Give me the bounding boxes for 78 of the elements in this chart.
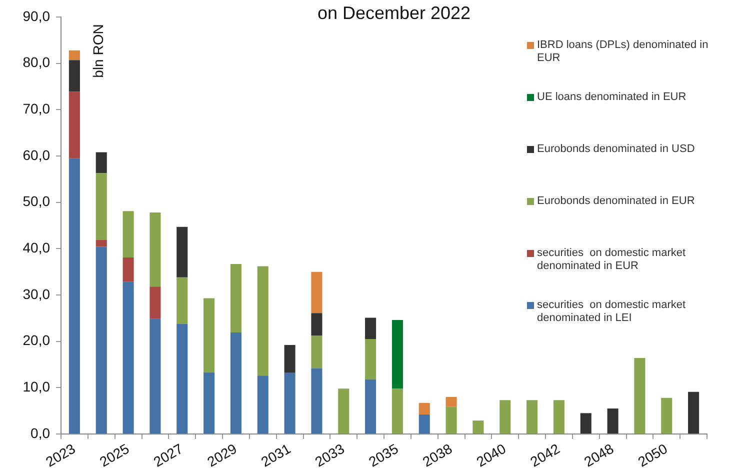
bar bbox=[176, 226, 188, 278]
bar bbox=[257, 376, 268, 434]
bar bbox=[688, 392, 700, 434]
bar bbox=[365, 318, 376, 340]
bar bbox=[204, 298, 215, 372]
legend-label: IBRD loans (DPLs) denominated in EUR bbox=[537, 39, 710, 66]
bar bbox=[634, 358, 646, 434]
bar bbox=[500, 400, 511, 434]
bar bbox=[311, 313, 322, 336]
y-tick-label: 50,0 bbox=[22, 193, 50, 210]
bar bbox=[338, 388, 350, 434]
chart-title: on December 2022 bbox=[317, 2, 471, 23]
bar bbox=[661, 398, 672, 434]
bar bbox=[472, 420, 484, 434]
bar bbox=[284, 372, 296, 434]
bar bbox=[150, 286, 161, 319]
bar bbox=[176, 324, 188, 434]
y-tick-label: 60,0 bbox=[22, 146, 50, 163]
x-tick-label: 2023 bbox=[42, 440, 78, 470]
bar bbox=[68, 92, 80, 158]
bar bbox=[257, 266, 268, 376]
bar bbox=[68, 50, 80, 60]
x-tick-label: 2029 bbox=[204, 440, 240, 470]
bar bbox=[150, 318, 161, 434]
bar bbox=[150, 212, 161, 287]
bar bbox=[230, 332, 242, 434]
bar bbox=[392, 320, 403, 389]
legend-label: UE loans denominated in EUR bbox=[537, 91, 688, 104]
bar bbox=[96, 152, 107, 174]
bar bbox=[122, 282, 134, 434]
y-tick-label: 80,0 bbox=[22, 54, 50, 70]
bar bbox=[418, 402, 430, 415]
y-tick-label: 90,0 bbox=[22, 8, 50, 24]
x-tick-label: 2038 bbox=[420, 440, 455, 470]
bar bbox=[230, 264, 242, 333]
bar bbox=[68, 158, 80, 434]
bar bbox=[418, 414, 430, 434]
legend-label: securities on domestic market denominated in EUR bbox=[537, 247, 687, 274]
bar bbox=[392, 388, 403, 434]
bar bbox=[311, 336, 322, 368]
y-tick-label: 0,0 bbox=[30, 424, 50, 441]
bar bbox=[96, 173, 107, 240]
bar bbox=[607, 408, 618, 434]
bar bbox=[526, 400, 538, 434]
y-tick-label: 70,0 bbox=[22, 100, 50, 117]
y-tick-label: 20,0 bbox=[22, 332, 50, 348]
y-tick-label: 30,0 bbox=[22, 286, 50, 302]
legend-label: Eurobonds denominated in EUR bbox=[537, 195, 696, 208]
bar bbox=[122, 211, 134, 258]
x-tick-label: 2035 bbox=[366, 440, 402, 470]
bar bbox=[68, 60, 80, 92]
y-tick-label: 40,0 bbox=[22, 240, 50, 256]
bar bbox=[204, 372, 215, 434]
bar bbox=[365, 379, 376, 434]
bar bbox=[553, 400, 564, 434]
bar bbox=[311, 272, 322, 314]
x-tick-label: 2042 bbox=[527, 440, 563, 470]
legend-label: Eurobonds denominated in USD bbox=[537, 143, 696, 156]
x-tick-label: 2025 bbox=[96, 440, 132, 470]
x-tick-label: 2040 bbox=[474, 440, 509, 470]
bar bbox=[176, 277, 188, 324]
bar bbox=[446, 396, 457, 407]
x-tick-label: 2048 bbox=[581, 440, 616, 470]
y-axis-title: bln RON bbox=[90, 24, 106, 78]
bar bbox=[96, 240, 107, 247]
bar bbox=[122, 257, 134, 282]
bar bbox=[365, 339, 376, 380]
x-tick-label: 2031 bbox=[258, 440, 294, 470]
x-tick-label: 2027 bbox=[150, 440, 186, 470]
bar bbox=[446, 406, 457, 434]
legend-label: securities on domestic market denominated in LEI bbox=[537, 299, 687, 326]
bar bbox=[284, 345, 296, 373]
y-tick-label: 10,0 bbox=[22, 378, 50, 395]
x-tick-label: 2050 bbox=[635, 440, 670, 470]
bar bbox=[96, 246, 107, 434]
x-tick-label: 2033 bbox=[312, 440, 348, 470]
bar bbox=[311, 368, 322, 434]
bar bbox=[580, 413, 592, 434]
